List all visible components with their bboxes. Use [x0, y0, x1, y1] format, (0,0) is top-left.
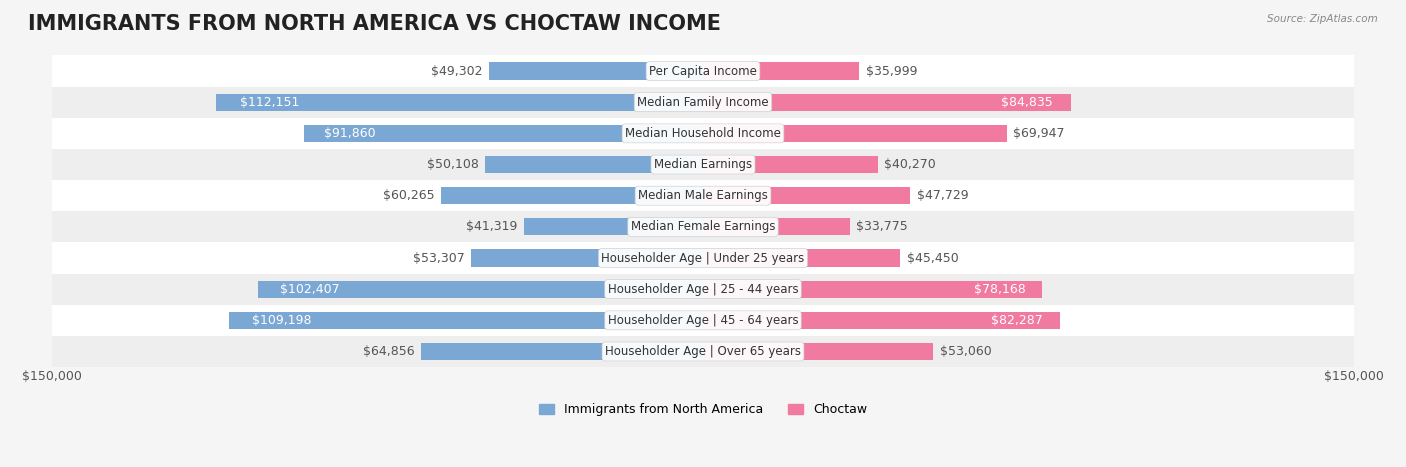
- Text: Householder Age | Over 65 years: Householder Age | Over 65 years: [605, 345, 801, 358]
- Bar: [703, 218, 849, 235]
- Bar: [703, 94, 1071, 111]
- Bar: [52, 242, 1354, 274]
- Text: $78,168: $78,168: [974, 283, 1025, 296]
- Bar: [489, 63, 703, 79]
- Bar: [52, 336, 1354, 367]
- Text: $35,999: $35,999: [866, 64, 917, 78]
- Text: Median Household Income: Median Household Income: [626, 127, 780, 140]
- Bar: [52, 56, 1354, 87]
- Text: $64,856: $64,856: [363, 345, 415, 358]
- Text: IMMIGRANTS FROM NORTH AMERICA VS CHOCTAW INCOME: IMMIGRANTS FROM NORTH AMERICA VS CHOCTAW…: [28, 14, 721, 34]
- Bar: [703, 187, 910, 204]
- Text: Householder Age | Under 25 years: Householder Age | Under 25 years: [602, 252, 804, 264]
- Text: Per Capita Income: Per Capita Income: [650, 64, 756, 78]
- Bar: [703, 156, 877, 173]
- Text: $53,307: $53,307: [413, 252, 465, 264]
- Text: Median Family Income: Median Family Income: [637, 96, 769, 109]
- Text: $109,198: $109,198: [253, 314, 312, 327]
- Bar: [703, 281, 1042, 298]
- Bar: [485, 156, 703, 173]
- Bar: [703, 249, 900, 267]
- Text: Householder Age | 25 - 44 years: Householder Age | 25 - 44 years: [607, 283, 799, 296]
- Bar: [229, 312, 703, 329]
- Text: $102,407: $102,407: [280, 283, 340, 296]
- Text: Source: ZipAtlas.com: Source: ZipAtlas.com: [1267, 14, 1378, 24]
- Text: $84,835: $84,835: [1001, 96, 1053, 109]
- Text: Median Female Earnings: Median Female Earnings: [631, 220, 775, 234]
- Text: $91,860: $91,860: [323, 127, 375, 140]
- Bar: [523, 218, 703, 235]
- Bar: [52, 87, 1354, 118]
- Legend: Immigrants from North America, Choctaw: Immigrants from North America, Choctaw: [534, 398, 872, 421]
- Bar: [52, 149, 1354, 180]
- Text: $47,729: $47,729: [917, 189, 969, 202]
- Text: $50,108: $50,108: [427, 158, 479, 171]
- Text: Median Earnings: Median Earnings: [654, 158, 752, 171]
- Bar: [52, 118, 1354, 149]
- Text: $112,151: $112,151: [240, 96, 299, 109]
- Text: $45,450: $45,450: [907, 252, 959, 264]
- Bar: [217, 94, 703, 111]
- Bar: [703, 343, 934, 360]
- Bar: [703, 312, 1060, 329]
- Text: $150,000: $150,000: [21, 370, 82, 383]
- Text: $40,270: $40,270: [884, 158, 936, 171]
- Bar: [52, 180, 1354, 211]
- Bar: [52, 305, 1354, 336]
- Text: $53,060: $53,060: [941, 345, 991, 358]
- Text: $69,947: $69,947: [1014, 127, 1064, 140]
- Bar: [441, 187, 703, 204]
- Bar: [259, 281, 703, 298]
- Text: $82,287: $82,287: [991, 314, 1042, 327]
- Bar: [52, 211, 1354, 242]
- Text: $33,775: $33,775: [856, 220, 908, 234]
- Bar: [52, 274, 1354, 305]
- Bar: [422, 343, 703, 360]
- Text: Householder Age | 45 - 64 years: Householder Age | 45 - 64 years: [607, 314, 799, 327]
- Bar: [703, 63, 859, 79]
- Text: $60,265: $60,265: [384, 189, 434, 202]
- Text: $49,302: $49,302: [430, 64, 482, 78]
- Text: $41,319: $41,319: [465, 220, 517, 234]
- Text: $150,000: $150,000: [1324, 370, 1385, 383]
- Text: Median Male Earnings: Median Male Earnings: [638, 189, 768, 202]
- Bar: [304, 125, 703, 142]
- Bar: [703, 125, 1007, 142]
- Bar: [471, 249, 703, 267]
